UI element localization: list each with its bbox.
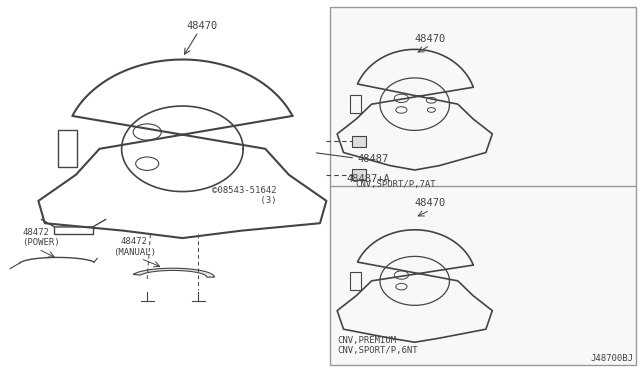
Text: CNV,PREMIUM
CNV,SPORT/P,6NT: CNV,PREMIUM CNV,SPORT/P,6NT	[337, 336, 418, 355]
Text: CNV,SPORT/P,7AT: CNV,SPORT/P,7AT	[355, 180, 436, 189]
Text: 48472
(POWER): 48472 (POWER)	[22, 228, 60, 247]
Text: J48700BJ: J48700BJ	[591, 354, 634, 363]
Text: 48487+A: 48487+A	[347, 174, 390, 184]
Text: 48470: 48470	[415, 34, 445, 44]
Polygon shape	[133, 268, 214, 277]
Text: 48470: 48470	[186, 20, 217, 31]
Polygon shape	[352, 169, 366, 180]
Text: 48470: 48470	[415, 198, 445, 208]
Polygon shape	[352, 136, 366, 147]
FancyBboxPatch shape	[330, 7, 636, 365]
Text: 48487: 48487	[357, 154, 388, 164]
Text: ©08543-51642
         (3): ©08543-51642 (3)	[212, 186, 276, 205]
Text: 48472
(MANUAL): 48472 (MANUAL)	[113, 237, 156, 257]
